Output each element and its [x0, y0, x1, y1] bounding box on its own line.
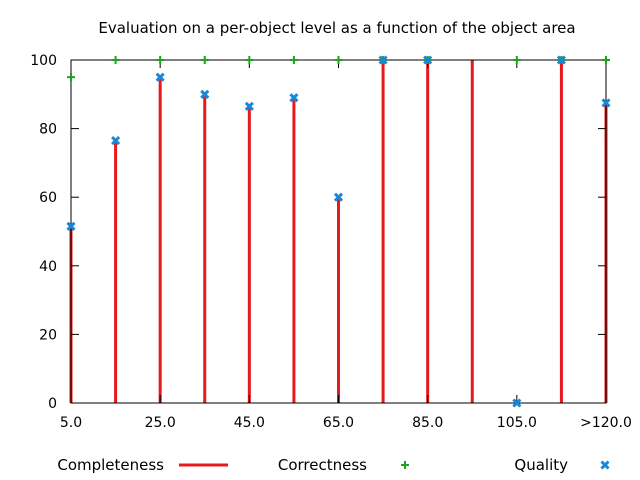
x-tick-label: 85.0 — [412, 415, 443, 431]
quality-point — [244, 101, 254, 111]
cross-stroke-b — [66, 221, 76, 231]
legend-label-quality: Quality — [514, 456, 568, 474]
correctness-point — [602, 56, 610, 64]
chart-title: Evaluation on a per-object level as a fu… — [98, 19, 575, 37]
quality-point — [111, 136, 121, 146]
correctness-point — [245, 56, 254, 64]
y-tick-label: 0 — [48, 396, 57, 412]
quality-point — [601, 98, 611, 108]
y-tick-label: 40 — [39, 259, 57, 275]
legend: Completeness Correctness Quality — [57, 456, 610, 474]
cross-stroke-b — [423, 55, 433, 65]
legend-label-completeness: Completeness — [57, 456, 164, 474]
quality-point — [556, 55, 566, 65]
x-tick-label: 65.0 — [323, 415, 354, 431]
x-tick-label: 105.0 — [497, 415, 537, 431]
y-tick-label: 100 — [30, 53, 57, 69]
cross-stroke-b — [512, 398, 522, 408]
cross-stroke-b — [601, 98, 611, 108]
correctness-point — [111, 56, 120, 64]
cross-stroke-b — [556, 55, 566, 65]
legend-swatch-quality — [600, 460, 610, 470]
quality-point — [512, 398, 522, 408]
y-tick-label: 60 — [39, 190, 57, 206]
x-tick-label: 25.0 — [145, 415, 176, 431]
correctness-point — [334, 56, 343, 64]
correctness-point — [200, 56, 209, 64]
x-tick-label: 45.0 — [234, 415, 265, 431]
correctness-point — [67, 73, 75, 82]
cross-stroke-b — [600, 460, 610, 470]
y-tick-label: 20 — [39, 327, 57, 343]
quality-point — [333, 192, 344, 202]
y-tick-label: 80 — [39, 122, 57, 138]
cross-stroke-b — [378, 55, 388, 65]
quality-point — [378, 55, 388, 65]
cross-stroke-b — [289, 93, 299, 103]
quality-point — [66, 221, 76, 231]
axis-ticks: 0 20 40 60 80 100 5.0 25.0 45.0 65.0 85.0 105.0 >120… — [30, 53, 632, 431]
quality-point — [289, 93, 299, 103]
completeness-impulses — [69, 60, 608, 403]
correctness-point — [156, 56, 165, 64]
legend-swatch-correctness — [401, 461, 409, 469]
correctness-point — [289, 56, 298, 64]
cross-stroke-b — [155, 72, 165, 82]
cross-stroke-b — [111, 136, 121, 146]
quality-point — [423, 55, 433, 65]
cross-stroke-b — [244, 101, 254, 111]
cross-stroke-b — [200, 89, 210, 99]
correctness-point — [512, 56, 521, 64]
x-tick-label: 5.0 — [60, 415, 82, 431]
quality-point — [200, 89, 210, 99]
cross-stroke-b — [333, 192, 344, 202]
legend-label-correctness: Correctness — [278, 456, 367, 474]
point-markers — [66, 55, 611, 408]
x-tick-label: >120.0 — [580, 415, 632, 431]
quality-point — [155, 72, 165, 82]
